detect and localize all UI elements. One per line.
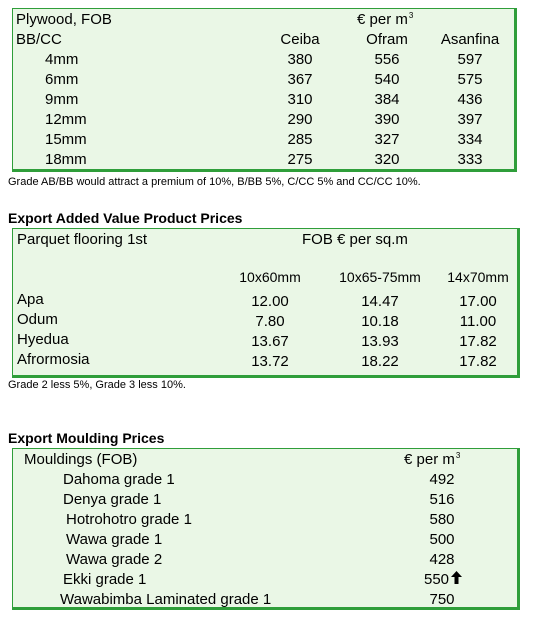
plywood-cell: 384 <box>374 91 400 108</box>
plywood-unit-label: € per m3 <box>357 10 413 30</box>
added-value-species: Apa <box>17 291 44 308</box>
added-value-col-header: 10x60mm <box>239 269 301 285</box>
added-value-cell: 17.00 <box>459 293 497 310</box>
added-value-unit-label: FOB € per sq.m <box>302 231 408 248</box>
plywood-col-header: Ceiba <box>280 31 320 48</box>
plywood-note: Grade AB/BB would attract a premium of 1… <box>8 176 421 188</box>
plywood-cell: 380 <box>287 51 313 68</box>
moulding-name: Wawabimba Laminated grade 1 <box>60 591 272 608</box>
plywood-cell: 575 <box>457 71 483 88</box>
up-arrow-icon <box>451 570 463 590</box>
moulding-value: 550 <box>424 571 450 588</box>
plywood-cell: 327 <box>374 131 400 148</box>
plywood-cell: 275 <box>287 151 313 168</box>
added-value-cell: 7.80 <box>255 313 285 330</box>
moulding-unit-label: € per m3 <box>404 450 460 470</box>
moulding-name: Dahoma grade 1 <box>63 471 175 488</box>
moulding-heading: Export Moulding Prices <box>8 430 165 446</box>
moulding-value: 428 <box>429 551 455 568</box>
plywood-size: 9mm <box>45 91 79 108</box>
added-value-cell: 14.47 <box>361 293 399 310</box>
added-value-species: Afrormosia <box>17 351 90 368</box>
plywood-unit-sup: 3 <box>408 11 414 20</box>
plywood-cell: 397 <box>457 111 483 128</box>
moulding-unit-sup: 3 <box>455 451 461 460</box>
plywood-cell: 540 <box>374 71 400 88</box>
plywood-cell: 290 <box>287 111 313 128</box>
moulding-name: Denya grade 1 <box>63 491 162 508</box>
plywood-size: 18mm <box>45 151 87 168</box>
added-value-cell: 13.67 <box>251 333 289 350</box>
added-value-col-header: 14x70mm <box>447 269 509 285</box>
plywood-unit-text: € per m <box>357 11 408 28</box>
plywood-cell: 333 <box>457 151 483 168</box>
plywood-cell: 556 <box>374 51 400 68</box>
plywood-cell: 320 <box>374 151 400 168</box>
added-value-cell: 12.00 <box>251 293 289 310</box>
plywood-col-header: Ofram <box>366 31 408 48</box>
moulding-name: Wawa grade 1 <box>66 531 163 548</box>
plywood-cell: 310 <box>287 91 313 108</box>
plywood-size: 15mm <box>45 131 87 148</box>
plywood-cell: 334 <box>457 131 483 148</box>
added-value-species: Hyedua <box>17 331 69 348</box>
added-value-heading: Export Added Value Product Prices <box>8 210 243 226</box>
added-value-cell: 18.22 <box>361 353 399 370</box>
moulding-value: 580 <box>429 511 455 528</box>
plywood-cell: 285 <box>287 131 313 148</box>
plywood-cell: 597 <box>457 51 483 68</box>
moulding-value: 516 <box>429 491 455 508</box>
added-value-cell: 11.00 <box>459 313 497 330</box>
moulding-table <box>12 448 520 610</box>
moulding-value: 492 <box>429 471 455 488</box>
added-value-note: Grade 2 less 5%, Grade 3 less 10%. <box>8 379 186 391</box>
moulding-value: 500 <box>429 531 455 548</box>
added-value-product: Parquet flooring 1st <box>17 231 148 248</box>
added-value-col-header: 10x65-75mm <box>339 269 421 285</box>
added-value-table <box>12 228 520 378</box>
plywood-size: 6mm <box>45 71 79 88</box>
plywood-size: 12mm <box>45 111 87 128</box>
moulding-label: Mouldings (FOB) <box>24 451 138 468</box>
plywood-grade-label: BB/CC <box>16 31 62 48</box>
plywood-size: 4mm <box>45 51 79 68</box>
added-value-cell: 13.93 <box>361 333 399 350</box>
added-value-cell: 10.18 <box>361 313 399 330</box>
plywood-col-header: Asanfina <box>440 31 500 48</box>
moulding-value: 750 <box>429 591 455 608</box>
moulding-name: Ekki grade 1 <box>63 571 147 588</box>
plywood-cell: 436 <box>457 91 483 108</box>
added-value-species: Odum <box>17 311 58 328</box>
added-value-cell: 17.82 <box>459 353 497 370</box>
plywood-cell: 390 <box>374 111 400 128</box>
moulding-name: Hotrohotro grade 1 <box>66 511 192 528</box>
added-value-cell: 17.82 <box>459 333 497 350</box>
moulding-unit-text: € per m <box>404 451 455 468</box>
added-value-cell: 13.72 <box>251 353 289 370</box>
moulding-name: Wawa grade 2 <box>66 551 163 568</box>
plywood-cell: 367 <box>287 71 313 88</box>
plywood-table <box>12 8 517 172</box>
plywood-title: Plywood, FOB <box>16 11 112 28</box>
moulding-value-with-trend: 550 <box>424 570 463 590</box>
